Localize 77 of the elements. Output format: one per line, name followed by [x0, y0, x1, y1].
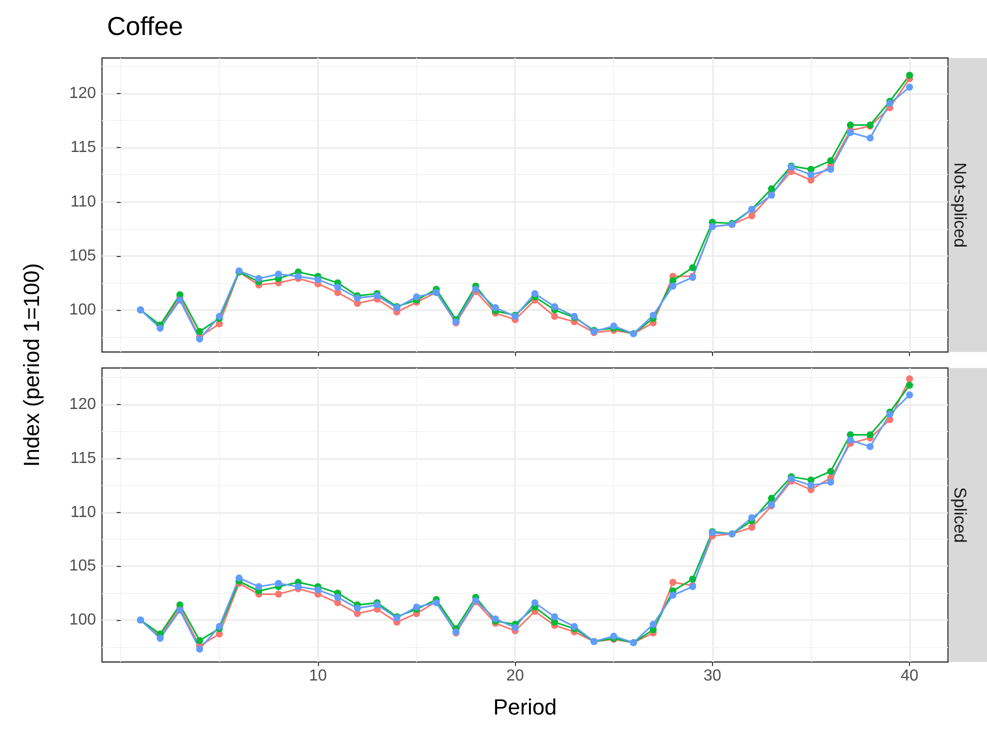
y-tick-label: 105: [69, 558, 96, 575]
y-tick-label: 105: [69, 247, 96, 264]
point: [827, 468, 834, 475]
point: [689, 576, 696, 583]
point: [906, 391, 914, 398]
point: [255, 275, 262, 282]
point: [551, 312, 558, 320]
x-tick-label: 40: [900, 668, 919, 684]
y-tick-label: 115: [70, 139, 96, 156]
point: [768, 494, 776, 502]
point: [570, 622, 578, 630]
point: [748, 212, 756, 220]
point: [531, 290, 538, 298]
point: [255, 583, 262, 590]
point: [196, 336, 204, 343]
y2-axis-title: Not-spliced: [950, 162, 970, 248]
point: [275, 270, 282, 278]
y2-axis-title: Spliced: [950, 487, 970, 543]
point: [906, 72, 914, 79]
point: [275, 590, 282, 598]
point: [866, 431, 874, 438]
point: [846, 122, 854, 129]
point: [866, 134, 874, 142]
point: [354, 604, 361, 612]
point: [650, 620, 657, 628]
point: [334, 594, 342, 601]
point: [669, 592, 676, 599]
y-tick-label: 110: [70, 504, 96, 521]
x-tick-label: 10: [309, 668, 327, 684]
y-tick-label: 100: [69, 612, 96, 628]
chart-title: Coffee: [107, 11, 184, 41]
point: [551, 303, 558, 310]
point: [176, 296, 184, 304]
point: [314, 586, 322, 594]
point: [768, 185, 776, 192]
point: [827, 157, 834, 164]
point: [906, 84, 914, 91]
point: [748, 524, 756, 531]
point: [216, 312, 223, 320]
y-tick-label: 120: [69, 396, 96, 414]
point: [492, 304, 499, 312]
point: [866, 443, 874, 450]
point: [196, 646, 204, 653]
x-tick-label: 20: [506, 668, 524, 684]
point: [906, 382, 914, 389]
point: [846, 129, 854, 136]
point: [275, 580, 282, 587]
point: [196, 328, 204, 335]
y-axis-title: Index (period 1=100): [19, 263, 45, 467]
point: [846, 436, 854, 444]
y-tick-label: 115: [70, 450, 96, 467]
point: [531, 599, 538, 606]
point: [689, 264, 696, 272]
point: [807, 171, 814, 178]
y-tick-label: 110: [70, 193, 96, 210]
point: [492, 615, 499, 622]
x-axis-title: Period: [493, 694, 557, 720]
y-tick-label: 120: [69, 85, 96, 102]
point: [650, 312, 657, 319]
point: [236, 574, 243, 582]
point: [748, 514, 756, 522]
point: [413, 293, 420, 300]
point: [314, 276, 322, 284]
point: [906, 375, 914, 382]
point: [512, 624, 519, 632]
point: [827, 478, 834, 486]
point: [827, 166, 834, 173]
point: [669, 282, 676, 290]
point: [807, 482, 814, 489]
x-tick-label: 30: [703, 668, 722, 684]
point: [669, 578, 676, 586]
y-tick-label: 100: [69, 301, 96, 318]
point: [551, 613, 558, 620]
point: [216, 622, 223, 630]
point: [294, 272, 302, 280]
point: [334, 284, 342, 291]
point: [196, 636, 204, 644]
